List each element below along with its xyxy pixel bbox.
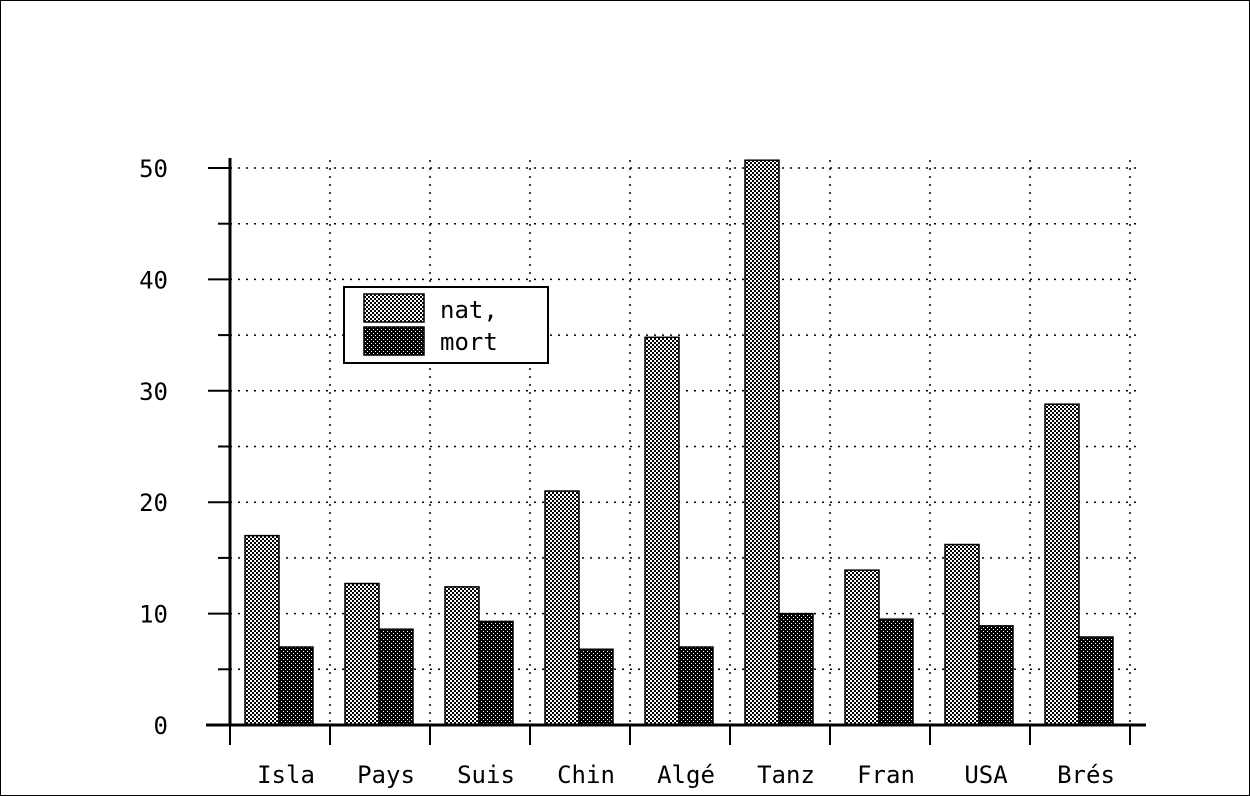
x-tick-label: Isla — [257, 761, 315, 789]
tick-labels: 0 10 20 30 40 50 Isla Pays Suis Chin Algé Tanz Fran U… — [139, 155, 1115, 789]
y-tick-label: 10 — [139, 601, 168, 629]
x-tick-label: USA — [964, 761, 1008, 789]
bar-nat-1 — [344, 582, 380, 726]
y-tick-label: 0 — [154, 712, 168, 740]
x-tick-label: Algé — [657, 761, 715, 789]
y-tick-label: 40 — [139, 266, 168, 294]
bar-mort-4 — [678, 646, 714, 726]
x-tick-label: Pays — [357, 761, 415, 789]
bar-mort-1 — [378, 628, 414, 726]
legend-label-nat: nat, — [440, 296, 498, 324]
bar-mort-5 — [778, 612, 814, 726]
bar-nat-5 — [744, 159, 780, 726]
axes — [206, 158, 1146, 745]
bars — [244, 159, 1114, 726]
bar-nat-3 — [544, 490, 580, 726]
bar-nat-8 — [1044, 403, 1080, 726]
legend-label-mort: mort — [440, 328, 498, 356]
legend-swatch-mort — [363, 326, 425, 356]
bar-nat-0 — [244, 534, 280, 726]
bar-mort-3 — [578, 648, 614, 726]
x-tick-label: Fran — [857, 761, 915, 789]
bar-nat-4 — [644, 336, 680, 726]
bar-nat-6 — [844, 569, 880, 726]
bar-mort-0 — [278, 646, 314, 726]
bar-mort-8 — [1078, 636, 1114, 726]
bar-nat-2 — [444, 586, 480, 726]
legend-swatch-nat — [363, 293, 425, 323]
x-tick-label: Tanz — [757, 761, 815, 789]
bar-mort-7 — [978, 625, 1014, 726]
bar-nat-7 — [944, 543, 980, 726]
x-tick-label: Brés — [1057, 761, 1115, 789]
x-tick-label: Suis — [457, 761, 515, 789]
legend: nat, mort — [343, 286, 549, 364]
y-tick-label: 50 — [139, 155, 168, 183]
y-tick-label: 20 — [139, 489, 168, 517]
x-tick-label: Chin — [557, 761, 615, 789]
y-tick-label: 30 — [139, 378, 168, 406]
bar-mort-6 — [878, 618, 914, 726]
bar-mort-2 — [478, 620, 514, 726]
